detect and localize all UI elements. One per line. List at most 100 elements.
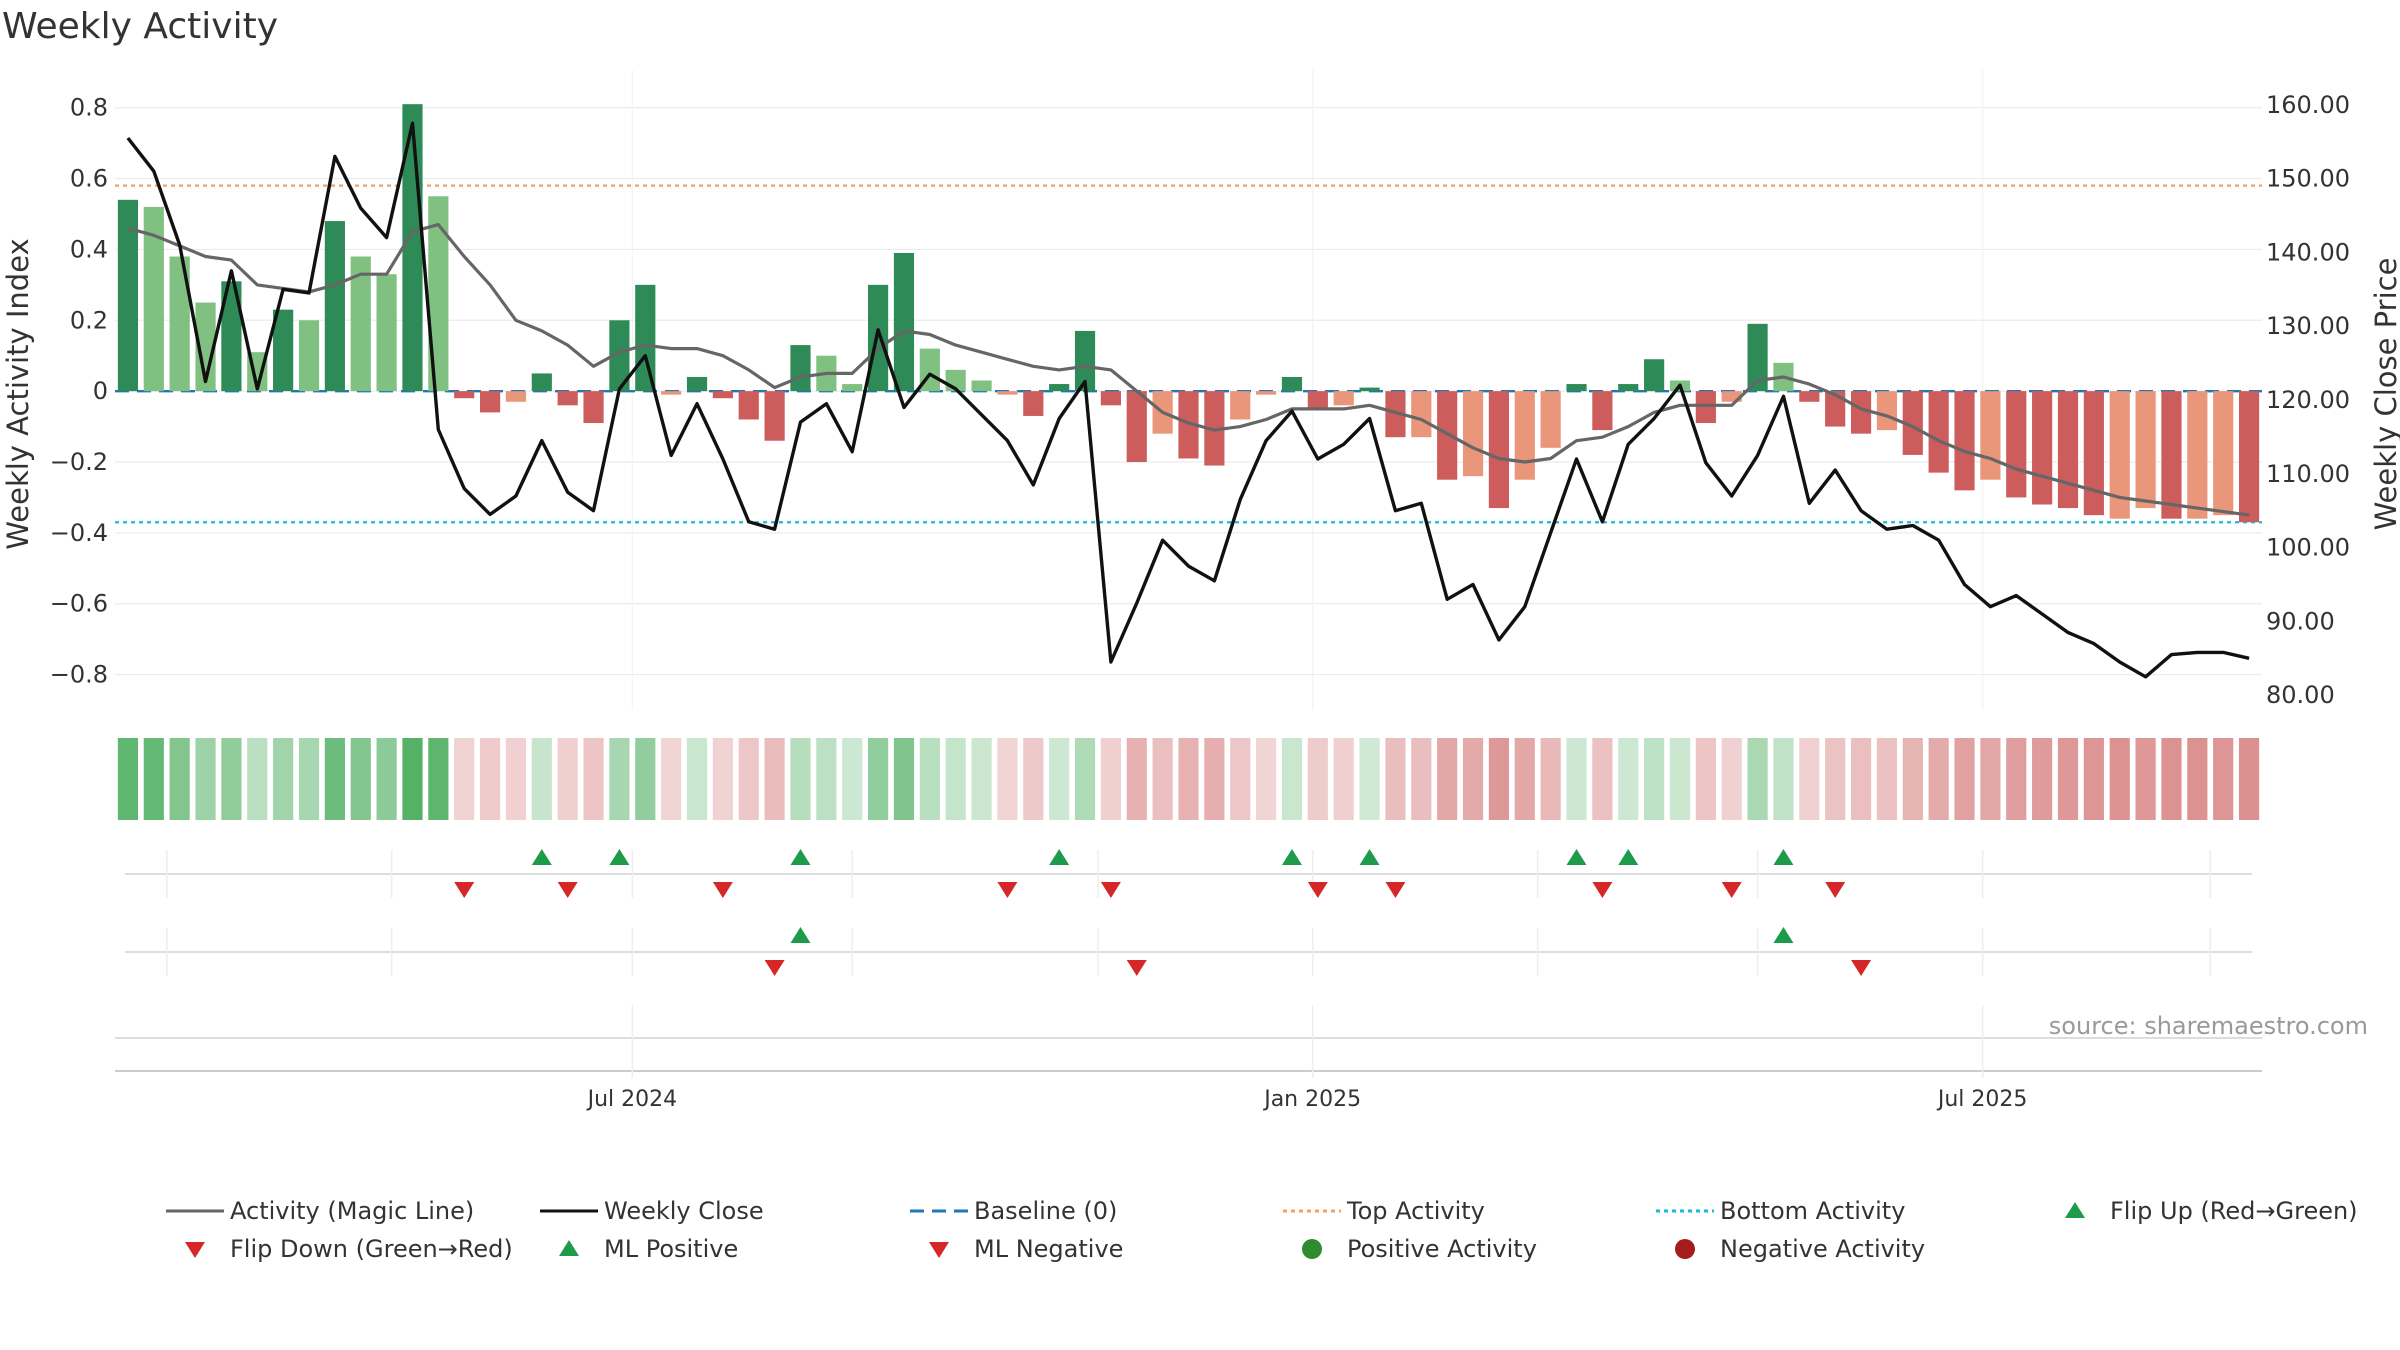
activity-bar — [454, 391, 475, 399]
legend-label: Baseline (0) — [974, 1197, 1118, 1225]
date-tick-label: Jul 2025 — [1936, 1087, 2028, 1112]
legend-label: Bottom Activity — [1720, 1197, 1906, 1225]
activity-bar — [1799, 391, 1820, 402]
legend-item: Top Activity — [1277, 1196, 1485, 1226]
activity-bar — [221, 281, 242, 392]
heat-cell — [169, 738, 190, 820]
legend-swatch — [2065, 1202, 2085, 1218]
left-axis-label: Weekly Activity Index — [1, 238, 35, 549]
heat-cell — [1126, 738, 1147, 820]
heat-cell — [454, 738, 475, 820]
activity-heat-strip — [117, 738, 2260, 820]
heat-cell — [2187, 738, 2208, 820]
activity-bar — [2006, 391, 2027, 498]
heat-cell — [531, 738, 552, 820]
legend-swatch — [185, 1242, 205, 1258]
activity-bar — [2109, 391, 2130, 519]
activity-bar — [324, 221, 345, 392]
activity-bar — [1256, 391, 1277, 395]
activity-bar — [1462, 391, 1484, 477]
heat-cell — [2032, 738, 2053, 820]
flip-up-marker — [609, 849, 630, 865]
activity-bar — [842, 384, 863, 392]
heat-cell — [402, 738, 423, 820]
heat-cell — [2161, 738, 2182, 820]
activity-bar — [143, 206, 164, 392]
flip-down-marker — [712, 882, 733, 898]
right-tick-label: 130.00 — [2266, 312, 2350, 340]
right-axis-ticks: 160.00 150.00 140.00 130.00 120.00 110.00 100.… — [2266, 91, 2350, 709]
activity-bar — [1333, 391, 1354, 406]
legend-swatch — [1302, 1239, 1322, 1259]
activity-bar — [505, 391, 527, 402]
legend-down-swatch — [929, 1242, 949, 1258]
chart-legend: Activity (Magic Line) Weekly Close Baselin… — [160, 1196, 2380, 1276]
activity-bar — [557, 391, 578, 406]
heat-cell — [868, 738, 889, 820]
flip-down-marker — [997, 882, 1018, 898]
date-axis-track: Jul 2024 Jan 2025 Jul 2025 — [115, 1005, 2262, 1112]
left-tick-label: −0.2 — [50, 448, 108, 476]
heat-cell — [1437, 738, 1458, 820]
left-tick-label: −0.6 — [50, 590, 108, 618]
source-note: source: sharemaestro.com — [2049, 1012, 2368, 1040]
legend-label: Negative Activity — [1720, 1235, 1926, 1263]
legend-dot-swatch — [1675, 1239, 1695, 1259]
legend-item: Weekly Close — [534, 1196, 764, 1226]
activity-bar — [169, 256, 190, 392]
heat-cell — [2006, 738, 2027, 820]
right-tick-label: 80.00 — [2266, 681, 2335, 709]
right-tick-label: 100.00 — [2266, 534, 2350, 562]
heat-cell — [1980, 738, 2001, 820]
heat-cell — [117, 738, 139, 820]
activity-bar — [1902, 391, 1923, 455]
heat-cell — [143, 738, 164, 820]
activity-bar — [1514, 391, 1535, 480]
activity-bar — [376, 274, 397, 392]
heat-cell — [1074, 738, 1096, 820]
activity-bar — [635, 284, 656, 392]
legend-label: Top Activity — [1347, 1197, 1485, 1225]
activity-bar — [609, 320, 630, 392]
heat-cell — [1566, 738, 1587, 820]
heat-cell — [945, 738, 966, 820]
activity-bar — [712, 391, 733, 399]
legend-swatch — [929, 1242, 949, 1258]
flip-up-marker — [1618, 849, 1639, 865]
heat-cell — [686, 738, 708, 820]
ml-positive-marker — [790, 927, 811, 943]
flip-up-marker — [1049, 849, 1070, 865]
heat-cell — [1411, 738, 1432, 820]
flip-up-marker — [531, 849, 552, 865]
activity-bar — [350, 256, 371, 392]
heat-cell — [1825, 738, 1846, 820]
heat-cell — [2135, 738, 2156, 820]
heat-cell — [1178, 738, 1199, 820]
flip-down-marker — [1307, 882, 1328, 898]
date-tick-label: Jan 2025 — [1262, 1087, 1361, 1112]
legend-swatch — [166, 1209, 224, 1213]
activity-bar — [1385, 391, 1406, 438]
activity-bar — [790, 345, 811, 392]
heat-cell — [919, 738, 940, 820]
left-tick-label: 0.4 — [70, 235, 108, 263]
activity-bars — [117, 104, 2260, 523]
heat-cell — [764, 738, 785, 820]
heat-cell — [609, 738, 630, 820]
heat-cell — [1049, 738, 1070, 820]
ml-negative-marker — [1851, 960, 1872, 976]
heat-cell — [1385, 738, 1406, 820]
legend-label: Flip Down (Green→Red) — [230, 1235, 513, 1263]
activity-bar — [1100, 391, 1121, 406]
activity-bar — [1592, 391, 1613, 431]
activity-bar — [2032, 391, 2053, 505]
flip-up-marker — [1773, 849, 1794, 865]
flip-signal-track — [125, 849, 2252, 898]
heat-cell — [1333, 738, 1354, 820]
activity-bar — [1126, 391, 1147, 462]
legend-item: Flip Down (Green→Red) — [160, 1234, 513, 1264]
heat-cell — [350, 738, 371, 820]
heat-cell — [971, 738, 992, 820]
activity-bar — [1566, 384, 1587, 392]
heat-cell — [195, 738, 216, 820]
